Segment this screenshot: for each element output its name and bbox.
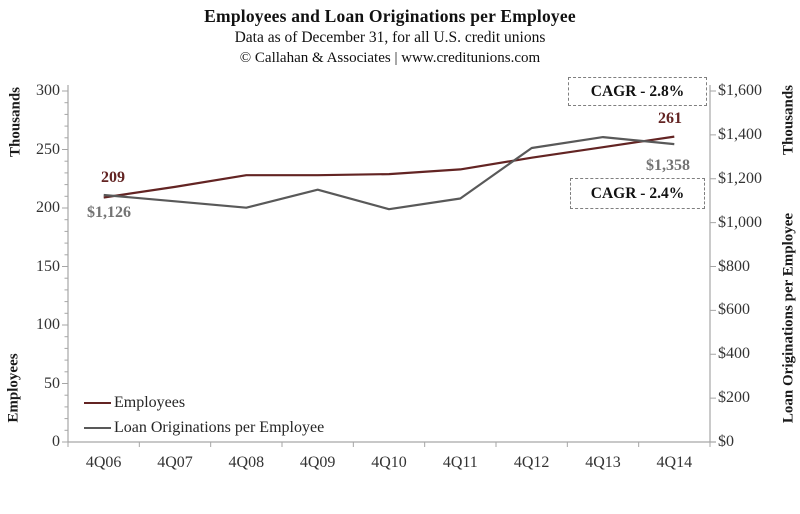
- x-axis-category-label: 4Q11: [442, 454, 478, 471]
- x-axis-category-label: 4Q07: [157, 454, 193, 471]
- y-left-tick-label: 300: [36, 82, 60, 99]
- y-right-tick-label: $800: [718, 257, 750, 275]
- series-line-1: [103, 136, 675, 211]
- y-right-tick-label: $0: [718, 433, 734, 450]
- x-axis-category-label: 4Q14: [656, 454, 693, 471]
- legend-item-employees: Employees: [84, 390, 324, 415]
- chart-attribution: © Callahan & Associates | www.creditunio…: [239, 50, 541, 66]
- y-left-tick-label: 50: [44, 374, 60, 392]
- employees-line-swatch-icon: [84, 401, 111, 404]
- cagr-employees-box: CAGR - 2.8%: [568, 77, 707, 106]
- loans-first-value-label: $1,126: [87, 204, 131, 221]
- legend-label-employees: Employees: [114, 393, 186, 411]
- chart-subtitle: Data as of December 31, for all U.S. cre…: [234, 29, 546, 46]
- cagr-loans-label: CAGR - 2.4%: [590, 184, 685, 202]
- cagr-employees-label: CAGR - 2.8%: [590, 82, 685, 100]
- y-right-tick-label: $1,200: [718, 169, 762, 187]
- series-line-0: [103, 135, 675, 199]
- y-left-tick-label: 0: [52, 433, 60, 450]
- y-right-tick-label: $400: [718, 345, 750, 363]
- employees-last-value-label: 261: [658, 110, 682, 127]
- x-axis-category-label: 4Q06: [85, 454, 122, 471]
- y-left-tick-label: 150: [36, 257, 60, 275]
- y-right-tick-label: $200: [718, 389, 750, 407]
- x-axis-category-label: 4Q08: [228, 454, 265, 471]
- cagr-loans-box: CAGR - 2.4%: [570, 178, 705, 209]
- loans-line-swatch-icon: [84, 426, 111, 429]
- employees-first-value-label: 209: [101, 169, 125, 186]
- x-axis-category-label: 4Q12: [513, 454, 550, 471]
- y-right-tick-label: $600: [718, 301, 750, 319]
- right-axis-title: Loan Originations per Employee: [780, 212, 797, 424]
- loans-last-value-label: $1,358: [646, 157, 690, 174]
- legend-item-loans: Loan Originations per Employee: [84, 415, 324, 440]
- x-axis-category-label: 4Q13: [585, 454, 621, 471]
- y-right-tick-label: $1,400: [718, 125, 762, 143]
- x-axis-category-label: 4Q09: [299, 454, 336, 471]
- legend-label-loans: Loan Originations per Employee: [114, 418, 325, 436]
- y-right-tick-label: $1,000: [718, 213, 762, 231]
- y-left-tick-label: 200: [36, 199, 60, 216]
- y-right-tick-label: $1,600: [718, 82, 762, 99]
- left-axis-unit-label: Thousands: [7, 86, 24, 158]
- y-left-tick-label: 250: [36, 140, 60, 158]
- chart-title: Employees and Loan Originations per Empl…: [204, 6, 576, 26]
- left-axis-title: Employees: [5, 353, 22, 423]
- legend: Employees Loan Originations per Employee: [84, 390, 324, 440]
- y-left-tick-label: 100: [36, 316, 60, 333]
- x-axis-category-label: 4Q10: [371, 454, 407, 471]
- right-axis-unit-label: Thousands: [780, 84, 797, 156]
